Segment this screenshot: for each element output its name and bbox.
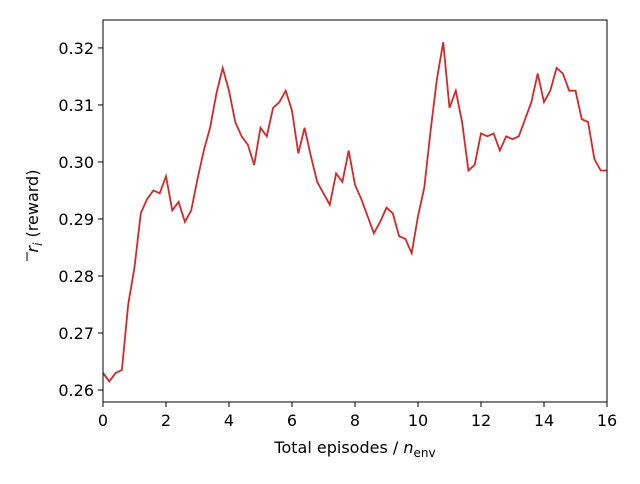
- x-label-sub: env: [413, 446, 435, 460]
- y-label-math: r: [23, 244, 42, 252]
- y-label-text: (reward): [23, 170, 42, 243]
- y-tick-label: 0.29: [58, 210, 94, 229]
- x-tick-label: 6: [287, 411, 297, 430]
- y-axis-label: ri (reward): [23, 170, 45, 253]
- y-axis-label-group: ri (reward): [23, 170, 45, 261]
- x-tick-label: 14: [534, 411, 554, 430]
- x-label-math: n: [403, 438, 413, 457]
- x-tick-label: 4: [224, 411, 234, 430]
- x-axis-label: Total episodes / nenv: [273, 438, 435, 460]
- y-tick-label: 0.27: [58, 324, 94, 343]
- y-label-sub: i: [31, 242, 45, 246]
- x-tick-label: 2: [161, 411, 171, 430]
- x-tick-label: 10: [408, 411, 428, 430]
- line: [102, 42, 607, 383]
- x-label-text: Total episodes /: [273, 438, 403, 457]
- x-tick-label: 12: [471, 411, 491, 430]
- y-tick-label: 0.30: [58, 153, 94, 172]
- y-tick-label: 0.26: [58, 381, 94, 400]
- x-tick-label: 16: [597, 411, 617, 430]
- plot-frame: [102, 19, 608, 403]
- y-tick-label: 0.28: [58, 267, 94, 286]
- y-tick-label: 0.31: [58, 96, 94, 115]
- x-tick-label: 0: [98, 411, 108, 430]
- x-tick-label: 8: [350, 411, 360, 430]
- y-tick-label: 0.32: [58, 39, 94, 58]
